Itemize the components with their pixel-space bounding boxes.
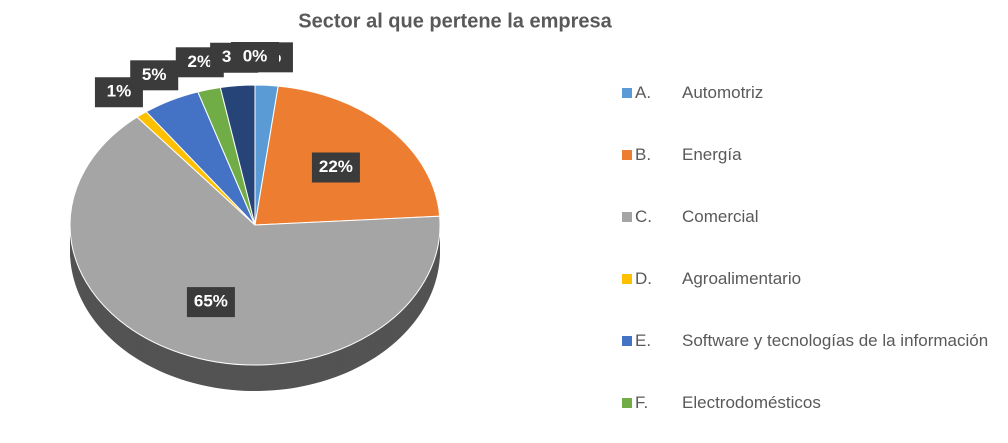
legend-label: D. Agroalimentario [635, 269, 802, 288]
legend-swatch [622, 150, 632, 160]
legend-label: B. Energía [635, 145, 742, 164]
legend-item: B. Energía [622, 144, 1008, 206]
data-label: 2% [188, 52, 213, 71]
legend: A. Automotriz B. Energía C. Comercial D. Ag… [622, 82, 1008, 443]
legend-item: D. Agroalimentario [622, 268, 1008, 330]
chart-title: Sector al que pertene la empresa [298, 10, 612, 32]
legend-label: C. Comercial [635, 207, 759, 226]
legend-swatch [622, 88, 632, 98]
legend-item: C. Comercial [622, 206, 1008, 268]
legend-label: E. Software y tecnologías de la informac… [635, 331, 989, 350]
legend-swatch [622, 398, 632, 408]
label-box [231, 42, 279, 72]
legend-item: E. Software y tecnologías de la informac… [622, 330, 1008, 392]
legend-label: F. Electrodomésticos [635, 393, 821, 412]
legend-item: A. Automotriz [622, 82, 1008, 144]
legend-item: F. Electrodomésticos [622, 392, 1008, 443]
data-label: 5% [142, 65, 167, 84]
legend-swatch [622, 212, 632, 222]
slice [69, 116, 441, 366]
slice [219, 84, 256, 226]
legend-label: A. Automotriz [635, 83, 764, 102]
data-label: 0% [243, 46, 268, 65]
label-box [311, 152, 360, 183]
label-box [186, 287, 235, 318]
legend-swatch [622, 336, 632, 346]
label-box [130, 60, 179, 91]
data-label: 22% [319, 157, 353, 176]
data-label: 65% [194, 292, 228, 311]
legend-swatch [622, 274, 632, 284]
data-label: 1% [107, 82, 132, 101]
